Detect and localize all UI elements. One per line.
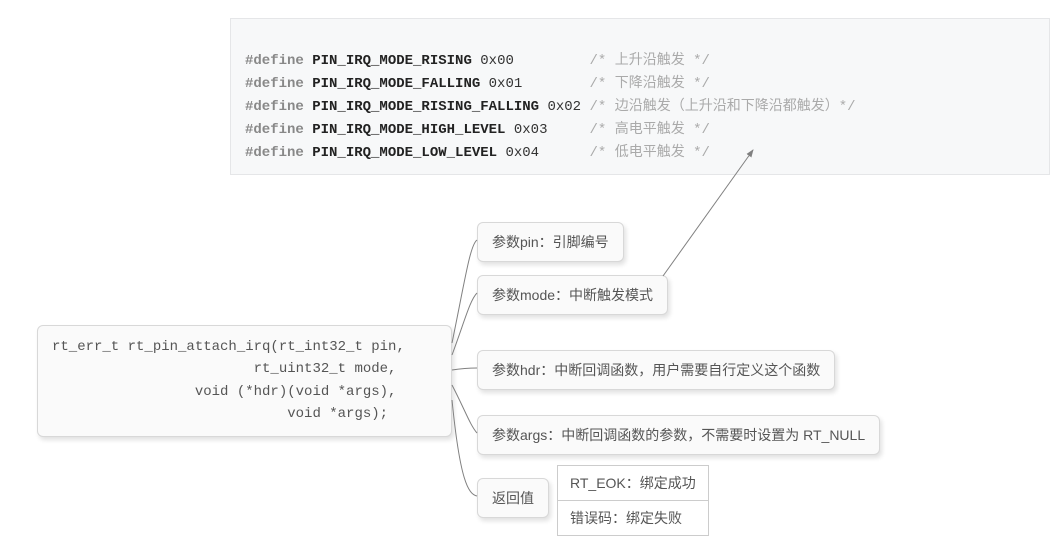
sig-to-args	[452, 385, 477, 433]
macro-name: PIN_IRQ_MODE_HIGH_LEVEL	[312, 122, 505, 138]
macro-value: 0x00	[480, 53, 514, 69]
keyword: #define	[245, 99, 304, 115]
macro-value: 0x04	[505, 145, 539, 161]
bubble-text: 参数pin：引脚编号	[492, 234, 609, 250]
sig-to-ret	[452, 400, 477, 496]
bubble-text: 参数args：中断回调函数的参数，不需要时设置为 RT_NULL	[492, 427, 865, 443]
keyword: #define	[245, 145, 304, 161]
param-mode-bubble: 参数mode：中断触发模式	[477, 275, 668, 315]
sig-to-pin	[452, 240, 477, 343]
sig-line-4: void *args);	[52, 406, 388, 422]
return-value-table: RT_EOK：绑定成功 错误码：绑定失败	[557, 465, 709, 536]
return-value-bubble: 返回值	[477, 478, 549, 518]
param-args-bubble: 参数args：中断回调函数的参数，不需要时设置为 RT_NULL	[477, 415, 880, 455]
code-line-5: #define PIN_IRQ_MODE_LOW_LEVEL 0x04 /* 低…	[245, 145, 710, 161]
comment: /* 边沿触发（上升沿和下降沿都触发）*/	[589, 99, 855, 115]
define-code-block: #define PIN_IRQ_MODE_RISING 0x00 /* 上升沿触…	[230, 18, 1050, 175]
sig-to-hdr	[452, 368, 477, 370]
keyword: #define	[245, 76, 304, 92]
sig-line-1: rt_err_t rt_pin_attach_irq(rt_int32_t pi…	[52, 339, 405, 355]
code-line-3: #define PIN_IRQ_MODE_RISING_FALLING 0x02…	[245, 99, 856, 115]
bubble-text: 返回值	[492, 490, 534, 506]
macro-value: 0x01	[489, 76, 523, 92]
comment: /* 低电平触发 */	[590, 145, 710, 161]
table-row: RT_EOK：绑定成功	[558, 466, 709, 501]
macro-name: PIN_IRQ_MODE_FALLING	[312, 76, 480, 92]
comment: /* 高电平触发 */	[589, 122, 709, 138]
macro-name: PIN_IRQ_MODE_RISING_FALLING	[312, 99, 539, 115]
macro-name: PIN_IRQ_MODE_LOW_LEVEL	[312, 145, 497, 161]
code-line-4: #define PIN_IRQ_MODE_HIGH_LEVEL 0x03 /* …	[245, 122, 710, 138]
macro-value: 0x03	[514, 122, 548, 138]
macro-name: PIN_IRQ_MODE_RISING	[312, 53, 472, 69]
rv-cell: RT_EOK：绑定成功	[558, 466, 709, 501]
sig-line-2: rt_uint32_t mode,	[52, 361, 396, 377]
macro-value: 0x02	[547, 99, 581, 115]
sig-to-mode	[452, 293, 477, 355]
rv-cell: 错误码：绑定失败	[558, 501, 709, 536]
table-row: 错误码：绑定失败	[558, 501, 709, 536]
bubble-text: 参数hdr：中断回调函数，用户需要自行定义这个函数	[492, 362, 820, 378]
sig-line-3: void (*hdr)(void *args),	[52, 384, 396, 400]
bubble-text: 参数mode：中断触发模式	[492, 287, 653, 303]
keyword: #define	[245, 122, 304, 138]
code-line-1: #define PIN_IRQ_MODE_RISING 0x00 /* 上升沿触…	[245, 53, 710, 69]
keyword: #define	[245, 53, 304, 69]
function-signature-box: rt_err_t rt_pin_attach_irq(rt_int32_t pi…	[37, 325, 452, 437]
comment: /* 上升沿触发 */	[590, 53, 710, 69]
code-line-2: #define PIN_IRQ_MODE_FALLING 0x01 /* 下降沿…	[245, 76, 710, 92]
param-hdr-bubble: 参数hdr：中断回调函数，用户需要自行定义这个函数	[477, 350, 835, 390]
param-pin-bubble: 参数pin：引脚编号	[477, 222, 624, 262]
comment: /* 下降沿触发 */	[589, 76, 709, 92]
